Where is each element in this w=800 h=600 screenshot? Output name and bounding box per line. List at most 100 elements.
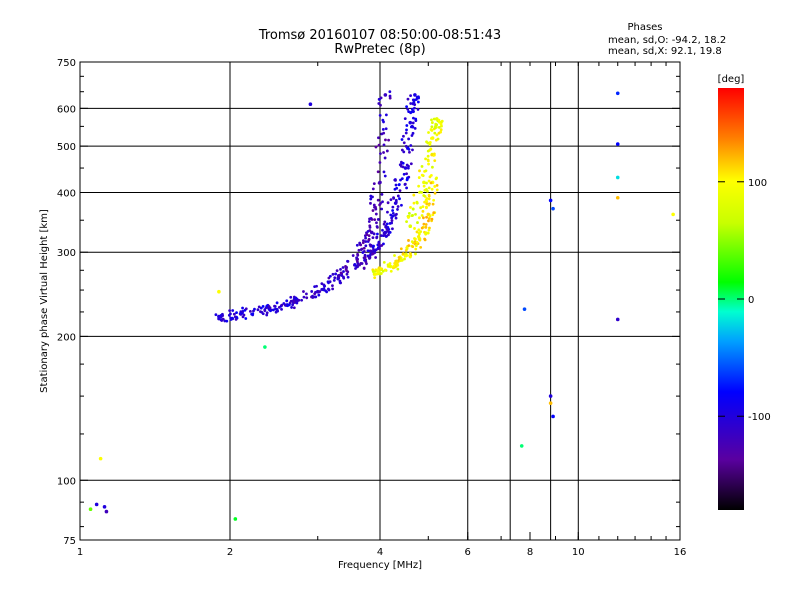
trace-dot bbox=[409, 94, 412, 98]
trace-dot bbox=[429, 147, 433, 151]
trace-dot bbox=[311, 294, 314, 298]
trace-dot bbox=[399, 164, 403, 168]
trace-dot bbox=[231, 316, 234, 320]
trace-dot bbox=[389, 198, 393, 202]
trace-dot bbox=[378, 98, 381, 101]
grid bbox=[80, 62, 680, 540]
trace-dot bbox=[370, 252, 374, 256]
trace-dot bbox=[376, 198, 380, 202]
trace-dot bbox=[379, 152, 382, 156]
trace-dot bbox=[228, 309, 232, 313]
trace-dot bbox=[404, 248, 408, 252]
colorbar-tick-label: 0 bbox=[748, 295, 754, 306]
trace-dot bbox=[374, 268, 378, 272]
trace-dot bbox=[223, 319, 227, 323]
trace-dot bbox=[430, 121, 434, 124]
trace-dot bbox=[367, 234, 371, 238]
trace-dot bbox=[382, 261, 386, 264]
trace-dot bbox=[434, 122, 438, 126]
x-tick-label: 2 bbox=[227, 547, 233, 558]
trace-dot bbox=[411, 102, 415, 106]
trace-dot bbox=[393, 262, 397, 265]
trace-dot bbox=[412, 201, 416, 205]
trace-dot bbox=[420, 226, 424, 230]
trace-dot bbox=[427, 219, 430, 223]
trace-dot bbox=[373, 218, 377, 222]
trace-dot bbox=[386, 225, 390, 229]
trace-dot bbox=[405, 105, 408, 109]
trace-dot bbox=[261, 305, 265, 308]
trace-dot bbox=[331, 272, 335, 276]
trace-dot bbox=[292, 306, 296, 310]
trace-dot bbox=[408, 150, 411, 154]
trace-dot bbox=[412, 110, 415, 114]
trace-dot bbox=[417, 176, 421, 179]
colorbar-tick-label: 100 bbox=[748, 178, 767, 189]
trace-dot bbox=[435, 176, 438, 180]
trace-dot bbox=[435, 133, 439, 137]
trace-dot bbox=[388, 94, 392, 98]
trace-dot bbox=[386, 229, 389, 233]
trace-dot bbox=[429, 181, 433, 185]
trace-dot bbox=[428, 143, 432, 147]
trace-dot bbox=[257, 305, 261, 309]
trace-dot bbox=[399, 259, 403, 263]
trace-dot bbox=[381, 127, 385, 131]
phases-o-mode: mean, sd,O: -94.2, 18.2 bbox=[608, 35, 726, 46]
trace-dot bbox=[367, 220, 371, 223]
trace-dot bbox=[342, 270, 345, 273]
trace-dot bbox=[407, 244, 411, 248]
trace-dot bbox=[394, 200, 398, 204]
trace-dot bbox=[432, 117, 436, 121]
trace-dot bbox=[427, 193, 431, 197]
trace-dot bbox=[362, 256, 366, 260]
trace-dot bbox=[251, 312, 255, 316]
trace-dot bbox=[294, 296, 298, 300]
trace-dot bbox=[379, 201, 382, 205]
trace-dot bbox=[221, 312, 224, 316]
trace-dot bbox=[415, 201, 419, 205]
trace-dot bbox=[407, 216, 410, 219]
trace-dot bbox=[394, 265, 398, 268]
trace-dot bbox=[430, 125, 434, 129]
trace-dot bbox=[390, 219, 394, 222]
trace-dot bbox=[371, 209, 375, 212]
trace-dot bbox=[358, 263, 361, 267]
trace-dot bbox=[280, 307, 283, 311]
trace-dot bbox=[425, 206, 428, 210]
trace-dot bbox=[426, 231, 430, 235]
trace-dot bbox=[333, 276, 337, 280]
trace-dot bbox=[437, 126, 441, 129]
trace-dot bbox=[419, 245, 423, 249]
trace-dot bbox=[430, 187, 434, 191]
trace-dot bbox=[302, 295, 306, 299]
trace-dot bbox=[425, 140, 428, 144]
trace-dot bbox=[428, 175, 432, 179]
trace-dot bbox=[374, 212, 378, 216]
trace-dot bbox=[384, 113, 388, 117]
trace-dot bbox=[411, 98, 415, 102]
y-tick-label: 75 bbox=[63, 536, 76, 547]
data-point bbox=[615, 142, 620, 146]
data-point bbox=[369, 230, 374, 235]
chart-title: Tromsø 20160107 08:50:00-08:51:43 bbox=[258, 28, 501, 43]
trace-dot bbox=[253, 307, 256, 311]
trace-dot bbox=[372, 182, 376, 185]
trace-dot bbox=[389, 269, 393, 273]
trace-dot bbox=[382, 170, 386, 174]
trace-dot bbox=[244, 317, 248, 320]
trace-dot bbox=[425, 215, 428, 219]
data-point bbox=[422, 180, 426, 185]
trace-dot bbox=[414, 247, 418, 251]
data-point bbox=[548, 394, 553, 398]
trace-dot bbox=[217, 317, 221, 321]
trace-dot bbox=[331, 287, 335, 291]
trace-dot bbox=[231, 309, 235, 312]
trace-dot bbox=[310, 290, 314, 293]
trace-dot bbox=[300, 298, 304, 302]
trace-dot bbox=[419, 206, 423, 210]
trace-dot bbox=[315, 284, 318, 288]
data-point bbox=[671, 212, 675, 217]
trace-dot bbox=[379, 103, 382, 107]
